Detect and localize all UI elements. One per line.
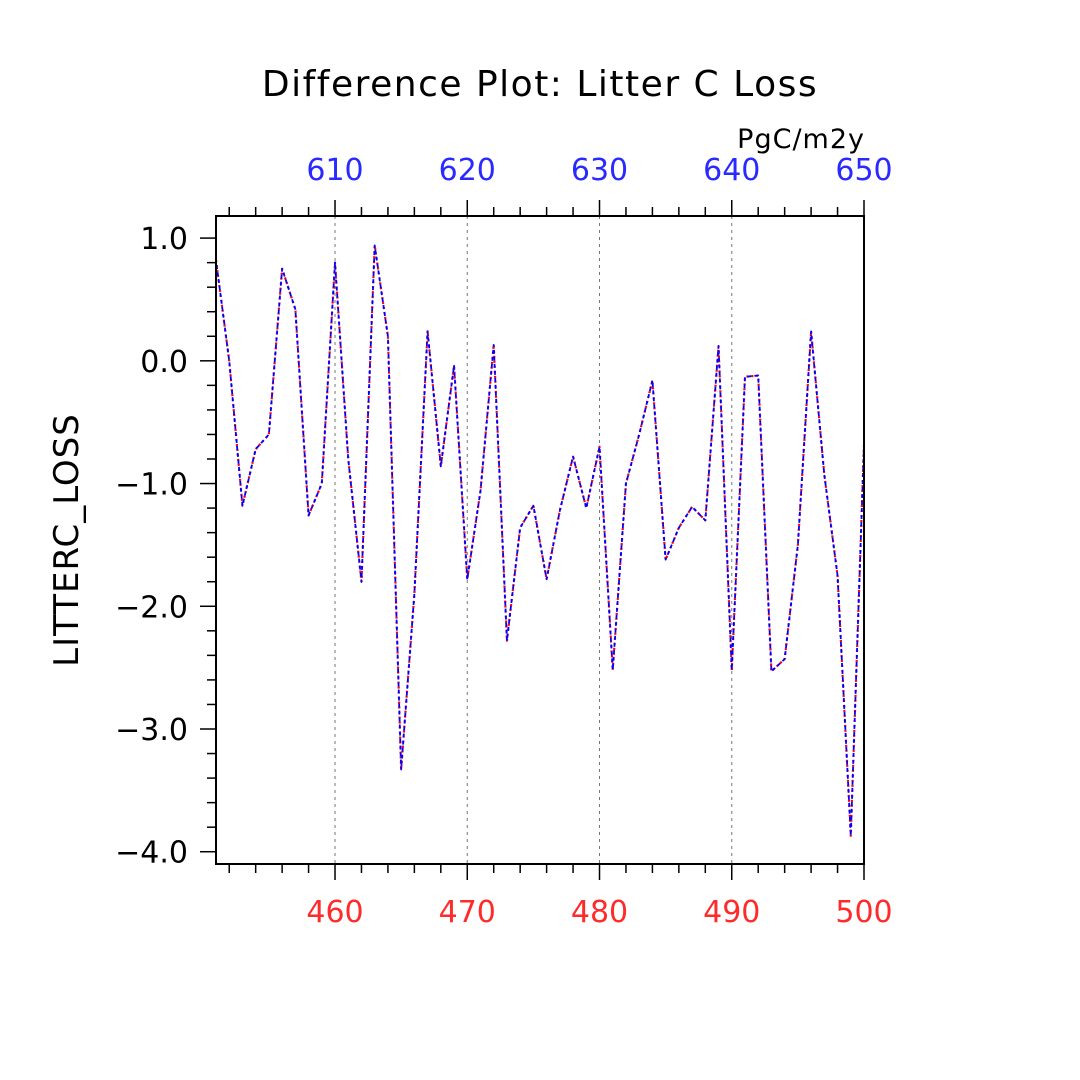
x-bottom-tick-label: 460 bbox=[306, 895, 363, 930]
y-tick-label: −1.0 bbox=[115, 468, 188, 503]
x-top-tick-label: 630 bbox=[571, 153, 628, 188]
x-top-tick-label: 620 bbox=[439, 153, 496, 188]
y-tick-label: 0.0 bbox=[140, 345, 188, 380]
x-top-tick-label: 650 bbox=[835, 153, 892, 188]
x-bottom-tick-label: 480 bbox=[571, 895, 628, 930]
x-bottom-tick-label: 470 bbox=[439, 895, 496, 930]
y-tick-label: 1.0 bbox=[140, 222, 188, 257]
chart-title: Difference Plot: Litter C Loss bbox=[262, 64, 818, 105]
units-label: PgC/m2y bbox=[737, 124, 865, 155]
y-tick-label: −4.0 bbox=[115, 836, 188, 871]
grid-layer bbox=[334, 216, 733, 864]
tick-labels-layer: 1.0 0.0 −1.0 −2.0 −3.0 −4.0 460 470 480 490 500 610… bbox=[115, 153, 892, 930]
series-layer bbox=[214, 244, 866, 837]
series-line-0 bbox=[214, 244, 866, 837]
y-axis-label: LITTERC_LOSS bbox=[47, 413, 87, 667]
x-top-tick-label: 610 bbox=[306, 153, 363, 188]
x-top-tick-label: 640 bbox=[703, 153, 760, 188]
y-tick-label: −2.0 bbox=[115, 590, 188, 625]
x-bottom-tick-label: 500 bbox=[835, 895, 892, 930]
plot-frame bbox=[215, 215, 865, 865]
ticks-layer bbox=[200, 200, 865, 880]
series-line-1 bbox=[215, 244, 865, 837]
x-bottom-tick-label: 490 bbox=[703, 895, 760, 930]
y-tick-label: −3.0 bbox=[115, 713, 188, 748]
